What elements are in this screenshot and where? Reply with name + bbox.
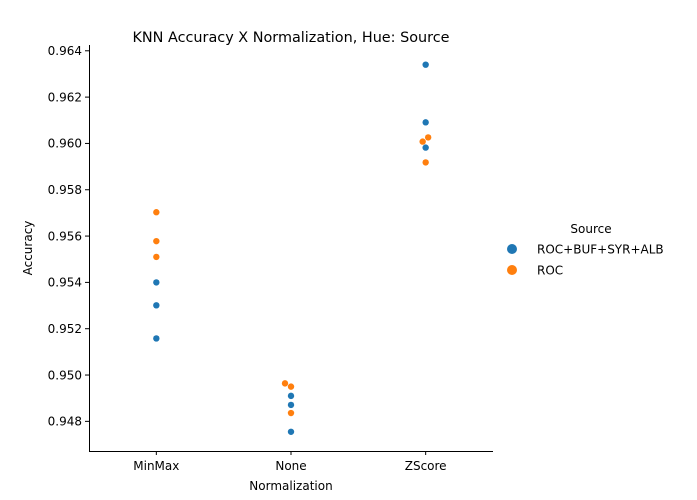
data-point [422,61,429,68]
y-tick-label: 0.954 [48,276,82,290]
data-point [287,409,295,417]
x-tick-label: MinMax [133,459,179,473]
data-point [422,119,429,126]
data-point [153,209,160,216]
legend-marker [507,265,517,275]
data-point [422,144,429,151]
x-tick-label: ZScore [405,459,447,473]
y-ticks: 0.948 0.950 0.952 0.954 0.956 0.958 0.960 0.962… [48,44,89,429]
x-ticks: MinMax None ZScore [133,451,447,473]
y-tick-label: 0.958 [48,183,82,197]
y-axis-label: Accuracy [21,221,35,276]
data-point [153,279,160,286]
data-points [153,61,432,435]
y-tick-label: 0.964 [48,44,82,58]
data-point [153,237,160,245]
data-point [153,253,160,261]
data-point [287,428,295,435]
legend: Source ROC+BUF+SYR+ALB ROC [507,222,664,277]
legend-label: ROC [537,263,563,277]
legend-title: Source [570,222,611,236]
y-tick-label: 0.956 [48,229,82,243]
y-tick-label: 0.962 [48,90,82,104]
data-point [153,335,160,342]
data-point [287,383,295,390]
data-point [287,392,295,400]
legend-marker [507,244,517,254]
y-tick-label: 0.948 [48,415,82,429]
data-point [422,159,429,166]
data-point [424,134,432,141]
axes [89,45,493,452]
data-point [153,302,160,309]
y-tick-label: 0.952 [48,322,82,336]
y-tick-label: 0.950 [48,368,82,382]
data-point [419,138,426,145]
legend-label: ROC+BUF+SYR+ALB [537,242,664,256]
y-tick-label: 0.960 [48,137,82,151]
data-point [287,401,295,409]
x-axis-label: Normalization [249,479,332,493]
x-tick-label: None [275,459,306,473]
data-point [281,380,289,387]
chart-title: KNN Accuracy X Normalization, Hue: Sourc… [132,30,449,46]
